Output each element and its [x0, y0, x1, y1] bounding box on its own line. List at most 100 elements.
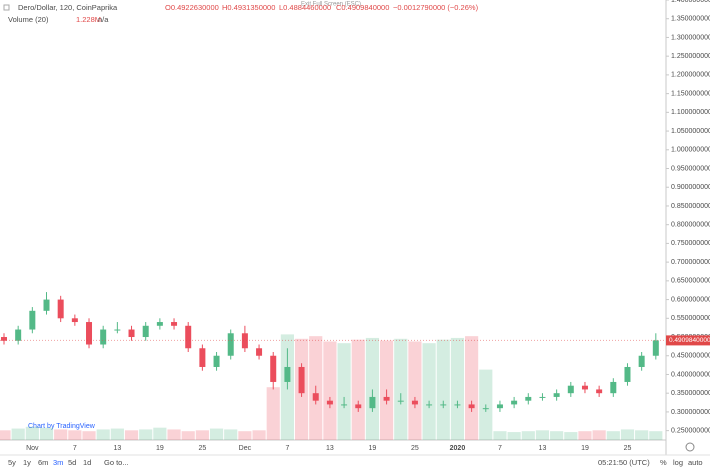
candle-body: [652, 340, 659, 356]
volume-bar: [620, 429, 635, 440]
volume-bar: [521, 431, 535, 440]
candle-body: [369, 396, 376, 409]
volume-bar: [578, 431, 592, 440]
candle-body: [397, 400, 404, 402]
candle-body: [114, 329, 121, 331]
ohlc-close: C0.4909840000: [336, 3, 389, 12]
volume-bar: [39, 427, 54, 440]
x-tick-label: 19: [156, 445, 164, 452]
candle-body: [411, 400, 418, 405]
log-toggle[interactable]: log: [673, 458, 683, 467]
x-tick-label: Nov: [26, 445, 39, 452]
volume-bar: [96, 429, 110, 440]
x-tick-label: 13: [326, 445, 334, 452]
candle-body: [553, 393, 560, 397]
volume-bar: [436, 339, 450, 440]
last-price-box: [666, 335, 710, 346]
x-tick-label: 7: [73, 445, 77, 452]
y-tick-label: 1.2000000000: [671, 72, 710, 79]
candle-body: [610, 381, 617, 394]
volume-bar: [110, 428, 124, 440]
candle-body: [511, 400, 518, 405]
candle-body: [1, 337, 7, 341]
x-tick-label: Dec: [239, 445, 252, 452]
volume-bar: [153, 427, 167, 440]
candle-body: [57, 299, 64, 319]
volume-bar: [139, 429, 153, 440]
volume-bar: [535, 430, 550, 440]
range-button[interactable]: 5y: [8, 458, 16, 467]
settings-icon[interactable]: [685, 442, 695, 452]
icon[interactable]: [3, 4, 10, 11]
candle-body: [355, 404, 362, 409]
volume-bar: [224, 429, 238, 440]
candle-body: [29, 310, 36, 330]
candle-body: [426, 404, 433, 406]
auto-toggle[interactable]: auto: [688, 458, 703, 467]
volume-bar: [493, 431, 507, 440]
range-button[interactable]: 5d: [68, 458, 76, 467]
range-button[interactable]: 6m: [38, 458, 48, 467]
volume-bar: [507, 432, 521, 440]
clock: 05:21:50 (UTC): [598, 458, 650, 467]
candle-body: [128, 329, 135, 338]
range-button[interactable]: 1y: [23, 458, 31, 467]
candle-body: [383, 396, 390, 401]
volume-na: n/a: [98, 15, 109, 24]
candle-body: [596, 389, 603, 394]
last-price-label: 0.4909840000: [669, 337, 710, 344]
exit-fullscreen[interactable]: Exit Full Screen (ESC): [301, 2, 361, 8]
credit[interactable]: Chart by TradingView: [28, 423, 96, 430]
candle-body: [482, 408, 489, 410]
range-button[interactable]: 3m: [53, 458, 63, 467]
volume-bar: [68, 430, 82, 440]
volume-bar: [606, 431, 620, 440]
goto-button[interactable]: Go to...: [104, 458, 129, 467]
volume-title[interactable]: Volume (20): [8, 15, 49, 24]
candle-body: [199, 348, 206, 367]
candle-body: [213, 355, 220, 367]
x-tick-label: 7: [285, 445, 289, 452]
candle-body: [298, 366, 305, 394]
volume-bar: [252, 430, 266, 440]
volume-bar: [124, 430, 139, 440]
x-tick-label: 13: [113, 445, 121, 452]
percent-toggle[interactable]: %: [660, 458, 667, 467]
candle-body: [43, 299, 50, 311]
volume-bar: [209, 428, 224, 440]
candle-body: [227, 333, 234, 356]
volume-bar: [266, 387, 280, 440]
symbol[interactable]: Dero/Dollar, 120, CoinPaprika: [18, 3, 118, 12]
x-tick-label: 7: [498, 445, 502, 452]
candle-body: [539, 396, 546, 398]
volume-bar: [167, 429, 181, 440]
range-button[interactable]: 1d: [83, 458, 91, 467]
x-tick-label: 19: [581, 445, 589, 452]
candle-body: [15, 329, 22, 341]
volume-bar: [394, 338, 408, 440]
candle-body: [638, 355, 645, 367]
candle-body: [312, 393, 319, 401]
volume-bar: [450, 337, 465, 440]
x-tick-label: 19: [369, 445, 377, 452]
volume-bar: [0, 430, 11, 440]
candle-body: [171, 322, 178, 326]
ohlc-open: O0.4922630000: [165, 3, 219, 12]
x-tick-label: 25: [411, 445, 419, 452]
volume-bar: [351, 339, 365, 440]
y-tick-label: 1.0000000000: [671, 147, 710, 154]
x-tick-label: 25: [198, 445, 206, 452]
y-tick-label: 1.1000000000: [671, 109, 710, 116]
candle-body: [454, 404, 461, 406]
